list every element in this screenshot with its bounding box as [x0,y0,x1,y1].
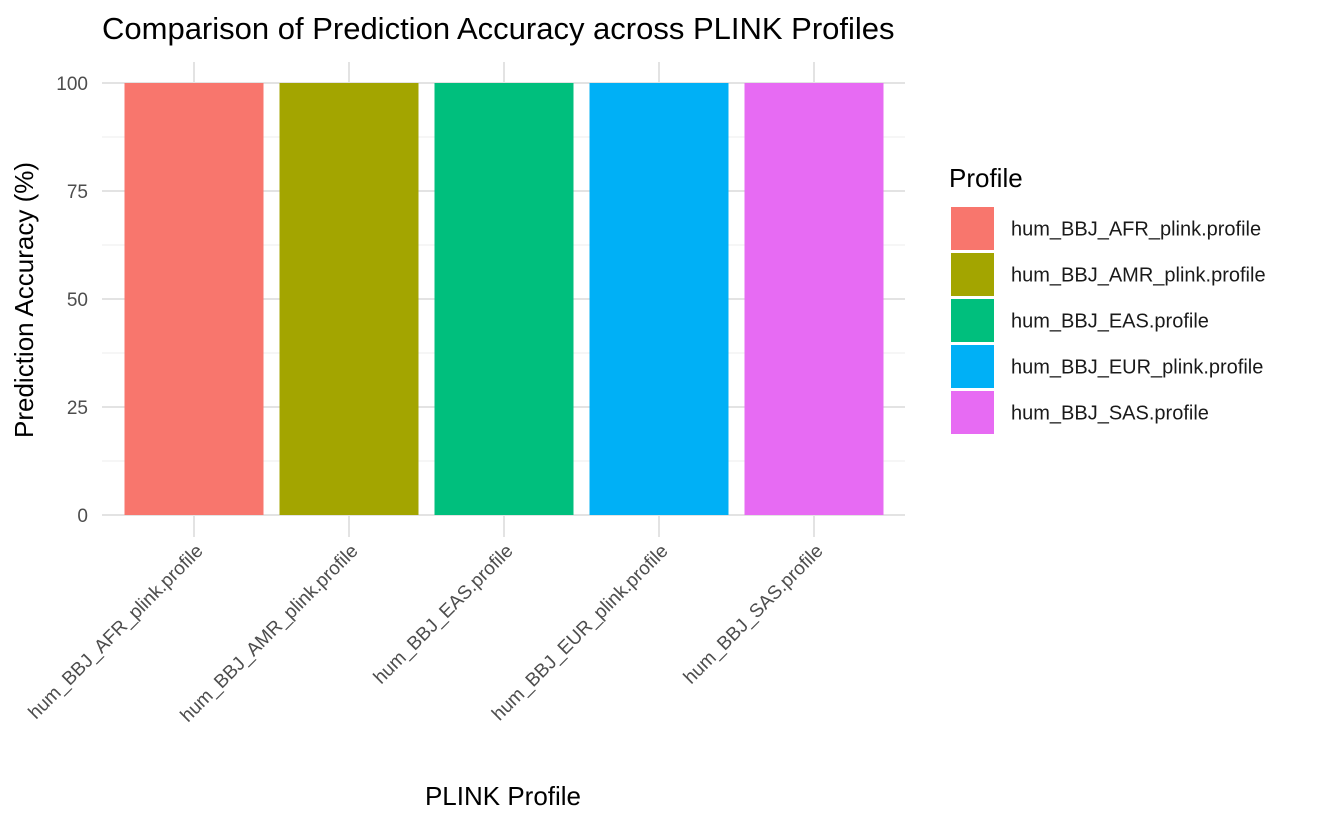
legend-key-5 [951,391,994,434]
legend-label: hum_BBJ_AMR_plink.profile [1011,265,1266,287]
legend-key-1 [951,207,994,250]
y-axis-title: Prediction Accuracy (%) [9,162,39,438]
legend-label: hum_BBJ_SAS.profile [1011,403,1209,425]
x-tick-label: hum_BBJ_SAS.profile [680,541,828,689]
y-axis-ticks: 0 25 50 75 100 [56,74,88,527]
legend-title: Profile [949,163,1023,193]
x-tick-label: hum_BBJ_AFR_plink.profile [25,541,208,724]
legend-key-2 [951,253,994,296]
bar-1 [124,83,264,515]
x-axis-ticks: hum_BBJ_AFR_plink.profilehum_BBJ_AMR_pli… [25,541,828,727]
legend-label: hum_BBJ_EAS.profile [1011,311,1209,333]
bar-4 [589,83,729,515]
bars [124,83,884,515]
legend-key-3 [951,299,994,342]
legend-label: hum_BBJ_EUR_plink.profile [1011,357,1263,379]
y-tick-label: 100 [56,74,88,95]
y-tick-label: 75 [67,182,88,203]
chart-title: Comparison of Prediction Accuracy across… [102,11,895,46]
x-tick-label: hum_BBJ_EUR_plink.profile [488,541,672,725]
x-axis-title: PLINK Profile [425,781,581,811]
legend-key-4 [951,345,994,388]
bar-5 [744,83,884,515]
bar-3 [434,83,574,515]
y-tick-label: 25 [67,398,88,419]
y-tick-label: 50 [67,290,88,311]
bar-2 [279,83,419,515]
x-tick-label: hum_BBJ_EAS.profile [370,541,518,689]
y-tick-label: 0 [77,506,88,527]
legend-label: hum_BBJ_AFR_plink.profile [1011,219,1261,241]
legend: Profile hum_BBJ_AFR_plink.profile hum_BBJ… [949,163,1266,434]
x-tick-label: hum_BBJ_AMR_plink.profile [177,541,363,727]
